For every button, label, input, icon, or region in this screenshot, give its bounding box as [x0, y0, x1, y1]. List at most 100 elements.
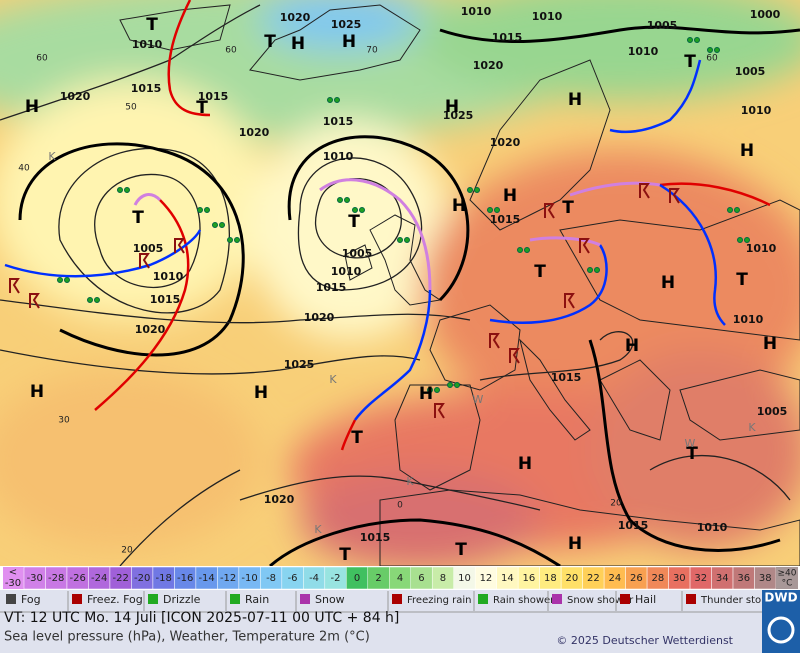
thunder-symbol — [139, 253, 150, 269]
map-label-grid: 70 — [366, 46, 378, 56]
scale-label: -28 — [48, 573, 64, 584]
scale-label: -16 — [177, 573, 193, 584]
rain-dot — [694, 37, 700, 43]
rain-dot — [219, 222, 225, 228]
map-label-center: H — [763, 334, 777, 354]
scale-label: 38 — [759, 573, 772, 584]
scale-label: -2 — [331, 573, 341, 584]
map-label-isobar: 1025 — [284, 358, 315, 371]
isobars — [0, 4, 800, 566]
rain-dot — [494, 207, 500, 213]
map-label-center: H — [254, 383, 268, 403]
map-label-isobar: 1020 — [239, 126, 270, 139]
map-label-isobar: 1010 — [746, 242, 777, 255]
rain-dot — [404, 237, 410, 243]
map-label-isobar: 1015 — [150, 293, 181, 306]
thunder-symbol — [544, 203, 555, 219]
map-label-center: T — [339, 545, 351, 565]
map-label-isobar: 1010 — [532, 10, 563, 23]
rain-dot — [344, 197, 350, 203]
map-label-center: H — [661, 273, 675, 293]
map-label-grid: 0 — [397, 501, 403, 511]
map-label-isobar: 1005 — [342, 247, 373, 260]
map-label-isobar: 1020 — [280, 11, 311, 24]
valid-time: VT: 12 UTC Mo. 14 Juli [ICON 2025-07-11 … — [4, 610, 399, 626]
scale-label: -6 — [288, 573, 298, 584]
rain-dot — [734, 207, 740, 213]
map-label-isobar: 1010 — [153, 270, 184, 283]
thunder-symbol — [489, 333, 500, 349]
map-label-minor: K — [329, 373, 337, 386]
logo-mark — [767, 616, 795, 644]
legend-symbol — [230, 594, 240, 604]
map-label-minor: K — [48, 150, 56, 163]
scale-label: 10 — [458, 573, 471, 584]
logo: DWD — [764, 591, 797, 605]
rain-dot — [434, 387, 440, 393]
map-label-minor: K — [314, 523, 322, 536]
weather-symbols — [9, 37, 750, 419]
temperature-shading — [0, 0, 800, 566]
map-label-center: T — [264, 32, 276, 52]
legend-symbol — [6, 594, 16, 604]
scale-label: 24 — [608, 573, 621, 584]
map-label-isobar: 1020 — [135, 323, 166, 336]
scale-label: 4 — [397, 573, 403, 584]
scale-label: 36 — [737, 573, 750, 584]
fronts — [4, 0, 771, 451]
rain-dot — [227, 237, 233, 243]
rain-dot — [714, 47, 720, 53]
legend-label: Snow shower — [567, 595, 634, 606]
rain-dot — [454, 382, 460, 388]
map-label-isobar: 1025 — [331, 18, 362, 31]
thunder-symbol — [564, 293, 575, 309]
rain-dot — [737, 237, 743, 243]
map-label-center: H — [25, 97, 39, 117]
map-label-isobar: 1005 — [757, 405, 788, 418]
map-label-center: T — [351, 428, 363, 448]
temperature-scale: <-30 -30 -28 -26 -24 -22 -20 -18 -16 -14 -12 -10 -8-… — [3, 566, 798, 590]
rain-dot — [337, 197, 343, 203]
legend-label: Hail — [635, 593, 656, 606]
map-label-center: H — [445, 97, 459, 117]
scale-label: -18 — [155, 573, 171, 584]
legend-symbol — [552, 594, 562, 604]
map-label-center: H — [342, 32, 356, 52]
rain-dot — [197, 207, 203, 213]
thunder-symbol — [434, 403, 445, 419]
map-label-isobar: 1005 — [647, 19, 678, 32]
thunder-symbol — [509, 348, 520, 364]
thunder-symbol — [669, 188, 680, 204]
rain-dot — [524, 247, 530, 253]
map-label-grid: 60 — [706, 54, 718, 64]
rain-dot — [727, 207, 733, 213]
rain-dot — [334, 97, 340, 103]
map-label-minor: K — [748, 421, 756, 434]
map-label-isobar: 1015 — [198, 90, 229, 103]
scale-label: 30 — [673, 573, 686, 584]
map-label-center: T — [196, 98, 208, 118]
legend-symbol — [686, 594, 696, 604]
rain-dot — [687, 37, 693, 43]
scale-label: 18 — [544, 573, 557, 584]
scale-label: -22 — [113, 573, 129, 584]
rain-dot — [587, 267, 593, 273]
scale-cell — [776, 567, 798, 589]
map-label-center: H — [568, 90, 582, 110]
map-label-center: T — [686, 444, 698, 464]
weather-legend: Fog Freez. Fog Drizzle Rain Snow Freezing rai… — [0, 591, 775, 613]
rain-dot — [487, 207, 493, 213]
legend-label: Freez. Fog — [87, 593, 143, 606]
map-label-center: H — [291, 34, 305, 54]
legend-label: Freezing rain — [407, 595, 471, 606]
rain-dot — [517, 247, 523, 253]
map-label-isobar: 1010 — [132, 38, 163, 51]
rain-dot — [212, 222, 218, 228]
scale-label: -10 — [241, 573, 257, 584]
map-label-center: H — [452, 196, 466, 216]
map-label-center: H — [30, 382, 44, 402]
scale-label: 28 — [651, 573, 664, 584]
thunder-symbol — [579, 238, 590, 254]
